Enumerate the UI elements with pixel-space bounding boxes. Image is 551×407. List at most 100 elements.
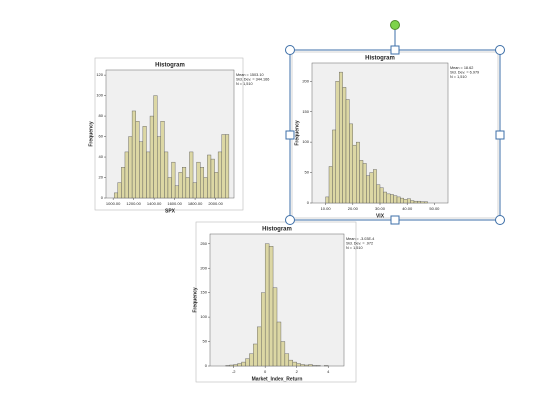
stats-line: Std. Dev. = 6.979 <box>450 71 479 75</box>
bar <box>280 341 286 367</box>
bar <box>160 120 165 199</box>
bar <box>325 196 330 204</box>
bar <box>403 199 408 204</box>
y-axis-label: Frequency <box>88 121 94 147</box>
y-tick-label: 80 <box>99 113 104 118</box>
y-axis-label: Frequency <box>294 120 300 146</box>
bar <box>203 177 208 199</box>
bar <box>171 161 176 199</box>
bar <box>196 161 201 199</box>
bar <box>420 201 425 204</box>
bar <box>189 151 194 199</box>
bar <box>304 364 309 367</box>
x-axis-label: VIX <box>376 213 385 219</box>
corner-handle[interactable] <box>495 45 505 55</box>
bar <box>386 193 391 204</box>
side-handle[interactable] <box>390 45 400 55</box>
side-handle[interactable] <box>285 130 295 140</box>
stats-line: N = 1,510 <box>450 75 467 79</box>
bar <box>328 166 333 204</box>
x-tick-label: 1600.00 <box>167 201 182 206</box>
bar <box>146 151 151 199</box>
bar <box>225 134 230 199</box>
bar <box>288 359 293 367</box>
bar <box>200 167 204 199</box>
bar <box>117 182 122 199</box>
bar <box>359 160 364 204</box>
y-tick-label: 0 <box>101 195 104 200</box>
x-tick-label: 2 <box>296 369 299 374</box>
bar <box>383 191 387 204</box>
x-axis-label: Market_Index_Return <box>252 376 303 382</box>
bar <box>345 99 350 204</box>
bar <box>149 115 154 199</box>
bar <box>253 343 258 367</box>
x-tick-label: 30.00 <box>375 206 386 211</box>
bar <box>214 172 219 199</box>
bar <box>192 182 197 199</box>
bar <box>272 287 278 367</box>
y-tick-label: 200 <box>200 265 207 270</box>
bar <box>249 353 254 367</box>
bar <box>356 141 360 204</box>
bar <box>221 134 226 199</box>
bar <box>369 172 374 204</box>
bar <box>257 326 262 367</box>
bar <box>410 200 415 204</box>
bar <box>332 129 336 204</box>
y-tick-label: 60 <box>99 134 104 139</box>
x-tick-label: 40.00 <box>402 206 413 211</box>
stats-line: N = 1,510 <box>346 246 363 250</box>
bar <box>373 169 377 204</box>
y-tick-label: 120 <box>96 72 103 77</box>
y-tick-label: 150 <box>302 109 309 114</box>
bar <box>178 172 183 199</box>
y-tick-label: 100 <box>96 93 103 98</box>
bar <box>261 292 266 367</box>
bar <box>362 163 367 204</box>
bar <box>139 141 144 199</box>
bar <box>207 154 212 199</box>
bar <box>400 197 404 204</box>
bar <box>308 364 313 367</box>
bar <box>124 151 129 199</box>
selection-handles[interactable] <box>285 20 505 225</box>
x-tick-label: 1000.00 <box>106 201 121 206</box>
bar <box>142 126 147 199</box>
bar <box>339 71 343 204</box>
bar <box>113 192 118 199</box>
y-tick-label: 150 <box>200 290 207 295</box>
bar <box>276 321 282 367</box>
side-handle[interactable] <box>495 130 505 140</box>
bar <box>185 177 190 199</box>
x-tick-label: 2000.00 <box>208 201 223 206</box>
bar <box>210 158 215 199</box>
bar <box>407 198 411 204</box>
bar <box>233 364 238 367</box>
corner-handle[interactable] <box>285 215 295 225</box>
x-tick-label: 20.00 <box>348 206 359 211</box>
x-tick-label: 1400.00 <box>147 201 162 206</box>
bar <box>300 364 305 367</box>
side-handle[interactable] <box>390 215 400 225</box>
y-axis-label: Frequency <box>192 287 198 313</box>
bar <box>417 200 421 204</box>
y-tick-label: 0 <box>307 200 310 205</box>
stats-line: Mean = -3.03E-4 <box>346 237 374 241</box>
corner-handle[interactable] <box>495 215 505 225</box>
bar <box>342 87 347 204</box>
y-tick-label: 40 <box>99 154 104 159</box>
bar <box>366 175 370 204</box>
corner-handle[interactable] <box>285 45 295 55</box>
rotate-handle[interactable] <box>390 20 400 30</box>
bar <box>217 151 222 199</box>
x-axis-label: SPX <box>165 208 176 214</box>
bar <box>182 167 187 199</box>
chart-title: Histogram <box>365 56 395 62</box>
bar <box>121 167 126 199</box>
x-tick-label: 10.00 <box>321 206 332 211</box>
y-tick-label: 50 <box>305 170 310 175</box>
x-tick-label: 1800.00 <box>188 201 203 206</box>
